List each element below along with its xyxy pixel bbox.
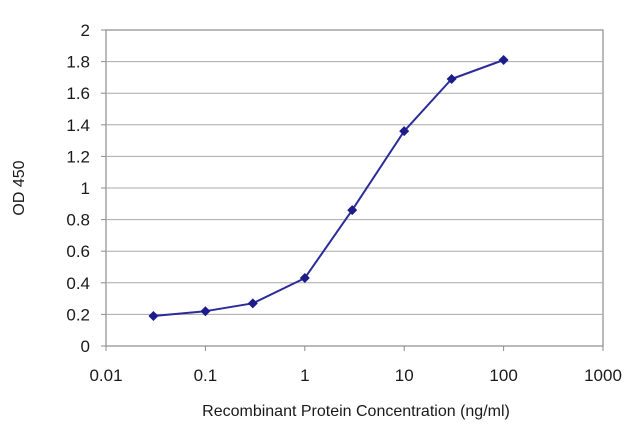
y-tick-label: 0.6: [66, 242, 90, 261]
y-tick-label: 1: [81, 179, 90, 198]
y-tick-label: 1.4: [66, 116, 90, 135]
x-tick-label: 1: [300, 366, 309, 385]
x-tick-label: 0.1: [194, 366, 218, 385]
y-tick-label: 0.4: [66, 274, 90, 293]
y-tick-label: 0.8: [66, 211, 90, 230]
x-axis-ticks: 0.01 0.1 1 10 100 1000: [89, 346, 622, 385]
series-layer: [148, 55, 509, 321]
y-tick-label: 1.6: [66, 84, 90, 103]
data-point-marker: [299, 273, 310, 284]
y-tick-label: 0: [81, 337, 90, 356]
grid-lines: [106, 61, 603, 315]
x-axis-title: Recombinant Protein Concentration (ng/ml…: [202, 403, 510, 420]
data-point-marker: [446, 73, 457, 84]
x-tick-label: 100: [489, 366, 517, 385]
y-axis-ticks: 0 0.2 0.4 0.6 0.8 1 1.2 1.4 1.6 1.8 2: [66, 21, 106, 356]
data-point-marker: [399, 126, 410, 137]
x-tick-label: 1000: [584, 366, 622, 385]
y-tick-label: 0.2: [66, 305, 90, 324]
data-point-marker: [148, 310, 159, 321]
data-point-marker: [200, 306, 211, 317]
data-point-marker: [347, 205, 358, 216]
data-point-marker: [498, 55, 509, 66]
y-tick-label: 1.8: [66, 53, 90, 72]
series-line: [153, 59, 504, 317]
y-tick-label: 1.2: [66, 147, 90, 166]
x-tick-label: 0.01: [89, 366, 122, 385]
data-point-marker: [247, 298, 258, 309]
y-tick-label: 2: [81, 21, 90, 40]
y-axis-title: OD 450: [11, 160, 28, 215]
x-tick-label: 10: [395, 366, 414, 385]
